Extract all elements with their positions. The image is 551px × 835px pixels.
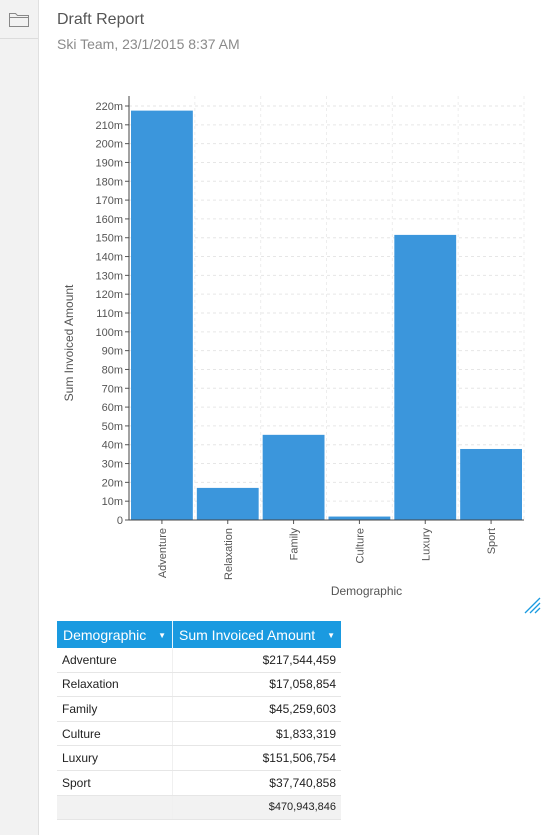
x-tick-label: Luxury (420, 528, 432, 562)
x-axis-title: Demographic (331, 584, 402, 598)
table-row: Family $45,259,603 (57, 696, 341, 722)
bar-chart: 0 10m 20m 30m 40m 50m 60m 70m 80m 90m 100m 110m 120m… (50, 85, 540, 610)
left-rail (0, 0, 39, 835)
y-tick-label: 170m (95, 195, 123, 207)
y-tick-label: 200m (95, 139, 123, 151)
report-subtitle: Ski Team, 23/1/2015 8:37 AM (57, 36, 240, 52)
column-header-label: Demographic (63, 626, 147, 643)
table-row: Culture $1,833,319 (57, 721, 341, 747)
x-tick-label: Relaxation (223, 528, 235, 580)
cell-amount: $45,259,603 (172, 696, 341, 722)
table-row: Relaxation $17,058,854 (57, 672, 341, 698)
bar-culture (328, 516, 391, 520)
dropdown-arrow-icon[interactable]: ▼ (158, 630, 166, 640)
cell-demographic: Relaxation (57, 672, 173, 698)
y-tick-label: 210m (95, 120, 123, 132)
x-tick-label: Family (289, 528, 301, 561)
total-amount-cell: $470,943,846 (172, 795, 341, 821)
bar-relaxation (196, 487, 259, 520)
report-title: Draft Report (57, 11, 145, 28)
y-tick-label: 80m (102, 364, 123, 376)
bar-sport (460, 448, 522, 520)
cell-demographic: Sport (57, 770, 173, 796)
cell-demographic: Luxury (57, 745, 173, 771)
cell-amount: $151,506,754 (172, 745, 341, 771)
x-tick-label: Sport (486, 528, 498, 554)
y-tick-label: 220m (95, 101, 123, 113)
resize-handle-icon[interactable] (524, 597, 541, 614)
y-tick-label: 100m (95, 327, 123, 339)
y-tick-label: 160m (95, 214, 123, 226)
cell-demographic: Family (57, 696, 173, 722)
y-tick-label: 180m (95, 176, 123, 188)
y-tick-label: 140m (95, 252, 123, 264)
table-row: Luxury $151,506,754 (57, 745, 341, 771)
table-header-row: Demographic ▼ Sum Invoiced Amount ▼ (57, 621, 341, 648)
y-tick-label: 10m (102, 496, 123, 508)
cell-demographic: Culture (57, 721, 173, 747)
cell-amount: $217,544,459 (172, 648, 341, 673)
y-tick-label: 90m (102, 346, 123, 358)
column-header-demographic[interactable]: Demographic ▼ (57, 621, 173, 648)
bar-luxury (394, 234, 457, 520)
dropdown-arrow-icon[interactable]: ▼ (327, 630, 335, 640)
data-table: Demographic ▼ Sum Invoiced Amount ▼ Adve… (57, 621, 341, 821)
folder-button[interactable] (0, 0, 38, 39)
y-tick-label: 110m (96, 308, 123, 320)
folder-icon (9, 13, 29, 27)
y-tick-label: 50m (102, 421, 123, 433)
cell-amount: $37,740,858 (172, 770, 341, 796)
column-header-label: Sum Invoiced Amount (179, 626, 316, 643)
y-axis-title: Sum Invoiced Amount (62, 284, 76, 401)
y-tick-label: 190m (95, 157, 123, 169)
y-tick-label: 0 (117, 515, 123, 527)
y-tick-label: 150m (95, 233, 123, 245)
cell-amount: $1,833,319 (172, 721, 341, 747)
table-row: Adventure $217,544,459 (57, 648, 341, 673)
y-tick-label: 120m (95, 289, 123, 301)
chart-svg: 0 10m 20m 30m 40m 50m 60m 70m 80m 90m 100m 110m 120m… (62, 96, 525, 598)
x-tick-label: Adventure (157, 528, 169, 578)
y-tick-label: 130m (95, 270, 123, 282)
x-tick-label: Culture (354, 528, 366, 563)
bar-adventure (131, 110, 193, 520)
cell-demographic: Adventure (57, 648, 173, 673)
total-label-cell (57, 795, 173, 821)
column-header-sum-invoiced-amount[interactable]: Sum Invoiced Amount ▼ (172, 621, 341, 648)
table-row: Sport $37,740,858 (57, 770, 341, 796)
y-tick-label: 60m (102, 402, 123, 414)
table-total-row: $470,943,846 (57, 795, 341, 821)
y-tick-label: 20m (102, 477, 123, 489)
cell-amount: $17,058,854 (172, 672, 341, 698)
y-tick-label: 30m (102, 459, 123, 471)
y-tick-label: 70m (102, 383, 123, 395)
y-tick-label: 40m (102, 440, 123, 452)
bar-family (262, 434, 325, 520)
